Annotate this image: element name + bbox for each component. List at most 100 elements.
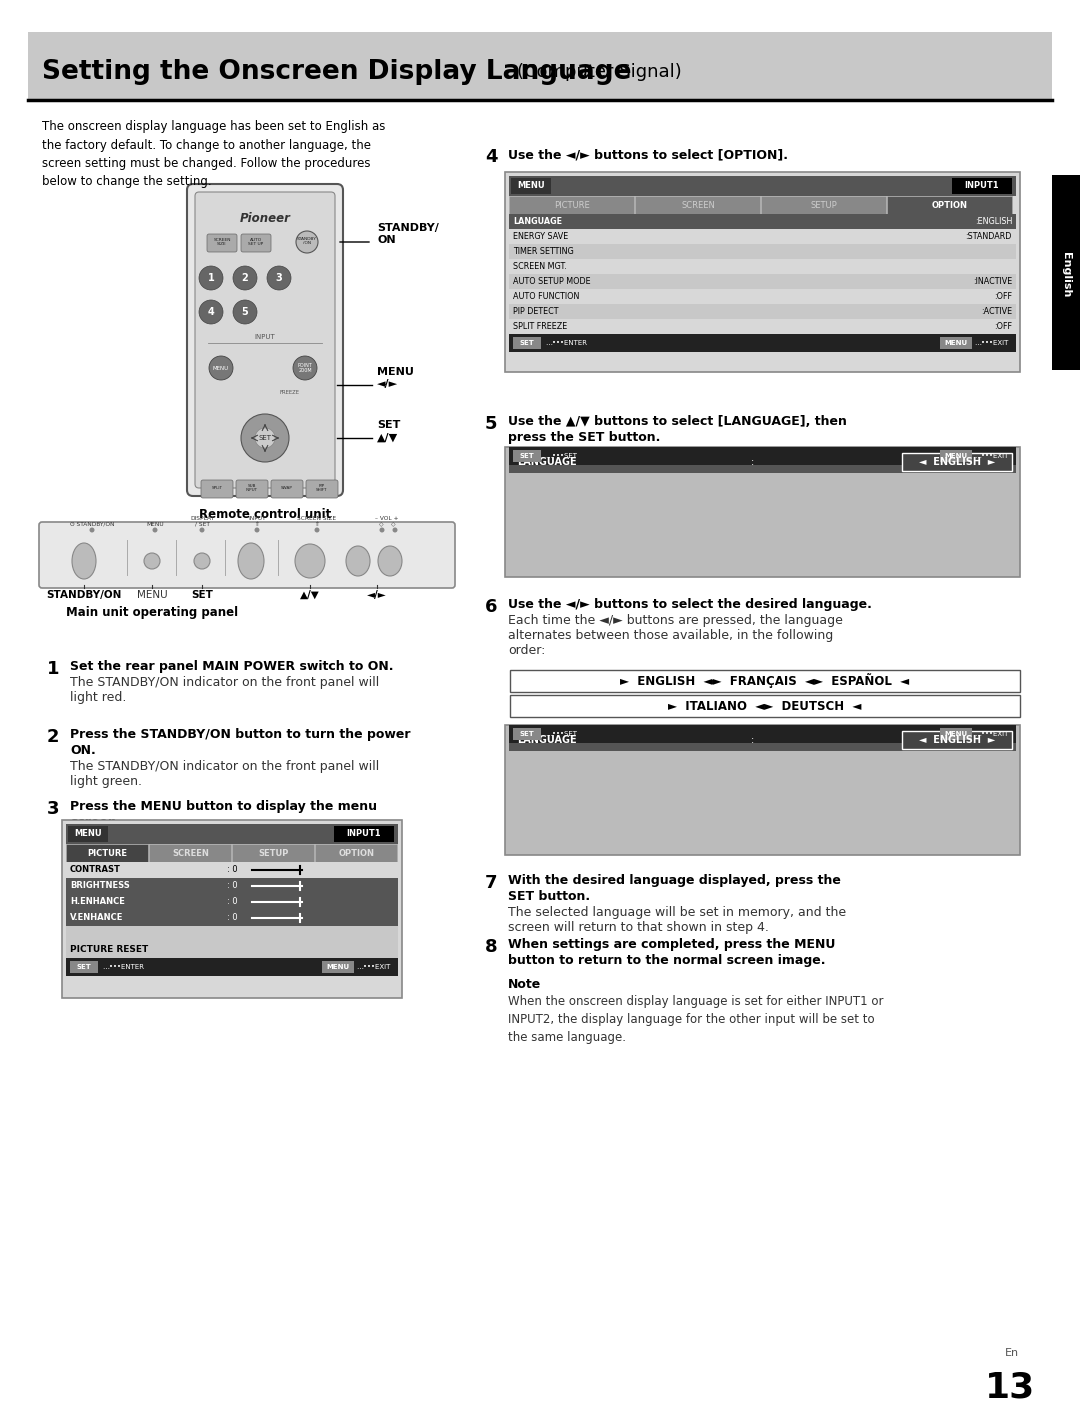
FancyBboxPatch shape [509, 304, 1016, 319]
Text: screen will return to that shown in step 4.: screen will return to that shown in step… [508, 922, 769, 934]
FancyBboxPatch shape [66, 943, 399, 958]
FancyBboxPatch shape [509, 288, 1016, 304]
Circle shape [296, 231, 318, 253]
Text: The onscreen display language has been set to English as
the factory default. To: The onscreen display language has been s… [42, 120, 386, 189]
Text: …•••ENTER: …•••ENTER [545, 340, 588, 346]
FancyBboxPatch shape [509, 229, 1016, 243]
Text: Note: Note [508, 978, 541, 991]
FancyBboxPatch shape [505, 725, 1020, 855]
Text: MENU: MENU [944, 340, 968, 346]
Text: DISPLAY
/ SET: DISPLAY / SET [190, 516, 214, 528]
Text: : 0: : 0 [227, 882, 238, 891]
Text: Each time the ◄/► buttons are pressed, the language: Each time the ◄/► buttons are pressed, t… [508, 613, 842, 628]
Text: …•••EXIT: …•••EXIT [974, 453, 1009, 459]
Text: SET: SET [258, 435, 271, 440]
FancyBboxPatch shape [510, 670, 1020, 692]
Text: AUTO FUNCTION: AUTO FUNCTION [513, 293, 579, 301]
Text: When the onscreen display language is set for either INPUT1 or
INPUT2, the displ: When the onscreen display language is se… [508, 995, 883, 1044]
Circle shape [194, 553, 210, 568]
Text: ►  ITALIANO  ◄►  DEUTSCH  ◄: ► ITALIANO ◄► DEUTSCH ◄ [669, 699, 862, 712]
FancyBboxPatch shape [509, 259, 1016, 274]
Text: INPUT1: INPUT1 [347, 830, 381, 839]
Text: PICTURE: PICTURE [554, 201, 590, 210]
Circle shape [199, 266, 222, 290]
Text: SUB
INPUT: SUB INPUT [246, 484, 258, 492]
Text: …•••SET: …•••SET [545, 453, 577, 459]
Text: 7: 7 [485, 874, 498, 892]
Text: INPUT: INPUT [255, 333, 275, 340]
FancyBboxPatch shape [207, 234, 237, 252]
Text: English: English [1061, 252, 1071, 298]
Text: 13: 13 [985, 1370, 1036, 1404]
Text: :OFF: :OFF [994, 322, 1012, 331]
FancyBboxPatch shape [513, 450, 541, 461]
FancyBboxPatch shape [510, 695, 1020, 718]
Text: SET: SET [519, 340, 535, 346]
Text: SET: SET [519, 732, 535, 737]
Text: …•••EXIT: …•••EXIT [356, 964, 390, 969]
Text: alternates between those available, in the following: alternates between those available, in t… [508, 629, 834, 642]
Ellipse shape [378, 546, 402, 575]
Text: PICTURE RESET: PICTURE RESET [70, 946, 148, 954]
Text: – VOL +
◇    ◇: – VOL + ◇ ◇ [375, 516, 399, 528]
Ellipse shape [238, 543, 264, 580]
Text: H.ENHANCE: H.ENHANCE [70, 898, 125, 906]
FancyBboxPatch shape [509, 176, 1016, 196]
Text: MENU: MENU [517, 182, 544, 190]
Text: MENU: MENU [326, 964, 350, 969]
Text: Main unit operating panel: Main unit operating panel [66, 606, 238, 619]
FancyBboxPatch shape [761, 196, 886, 214]
Text: INPUT1: INPUT1 [964, 182, 999, 190]
Text: : 0: : 0 [227, 913, 238, 923]
Text: When settings are completed, press the MENU: When settings are completed, press the M… [508, 938, 835, 951]
Text: ENERGY SAVE: ENERGY SAVE [513, 232, 568, 241]
Text: PIP
SHIFT: PIP SHIFT [316, 484, 327, 492]
Circle shape [152, 528, 158, 532]
Text: LANGUAGE: LANGUAGE [513, 217, 562, 227]
Text: STANDBY/ON: STANDBY/ON [46, 590, 122, 599]
Circle shape [392, 528, 397, 532]
Text: BRIGHTNESS: BRIGHTNESS [70, 882, 130, 891]
Text: : 0: : 0 [227, 898, 238, 906]
FancyBboxPatch shape [509, 729, 1016, 751]
Text: :OFF: :OFF [994, 293, 1012, 301]
FancyBboxPatch shape [66, 825, 399, 844]
FancyBboxPatch shape [322, 961, 354, 974]
FancyBboxPatch shape [149, 844, 231, 862]
Text: light red.: light red. [70, 691, 126, 704]
Text: :: : [751, 457, 754, 467]
Text: 2: 2 [242, 273, 248, 283]
Text: MENU: MENU [146, 522, 164, 528]
Text: Use the ◄/► buttons to select [OPTION].: Use the ◄/► buttons to select [OPTION]. [508, 148, 788, 160]
Ellipse shape [72, 543, 96, 580]
Text: INPUT
⇑: INPUT ⇑ [248, 516, 266, 528]
FancyBboxPatch shape [511, 179, 551, 194]
FancyBboxPatch shape [509, 447, 1016, 464]
Text: OPTION: OPTION [338, 848, 375, 857]
Text: STANDBY
/ON: STANDBY /ON [297, 236, 316, 245]
Text: V.ENHANCE: V.ENHANCE [70, 913, 123, 923]
Text: SCREEN: SCREEN [681, 201, 715, 210]
Text: SET: SET [519, 453, 535, 459]
Circle shape [233, 300, 257, 324]
Text: ◄/►: ◄/► [367, 590, 387, 599]
Text: …•••ENTER: …•••ENTER [102, 964, 144, 969]
Circle shape [90, 528, 95, 532]
FancyBboxPatch shape [70, 961, 98, 974]
FancyBboxPatch shape [509, 319, 1016, 333]
Text: The STANDBY/ON indicator on the front panel will: The STANDBY/ON indicator on the front pa… [70, 675, 379, 689]
Text: SET button.: SET button. [508, 891, 590, 903]
Text: : 0: : 0 [227, 865, 238, 875]
Text: CONTRAST: CONTRAST [70, 865, 121, 875]
Text: order:: order: [508, 644, 545, 657]
Text: MENU: MENU [944, 453, 968, 459]
Text: 4: 4 [485, 148, 498, 166]
Text: Remote control unit: Remote control unit [199, 508, 332, 521]
Ellipse shape [346, 546, 370, 575]
Ellipse shape [295, 545, 325, 578]
Text: POINT
200M: POINT 200M [298, 363, 312, 373]
FancyBboxPatch shape [232, 844, 314, 862]
FancyBboxPatch shape [62, 820, 402, 998]
Text: Press the MENU button to display the menu: Press the MENU button to display the men… [70, 801, 377, 813]
Text: SCREEN MGT.: SCREEN MGT. [513, 262, 567, 272]
